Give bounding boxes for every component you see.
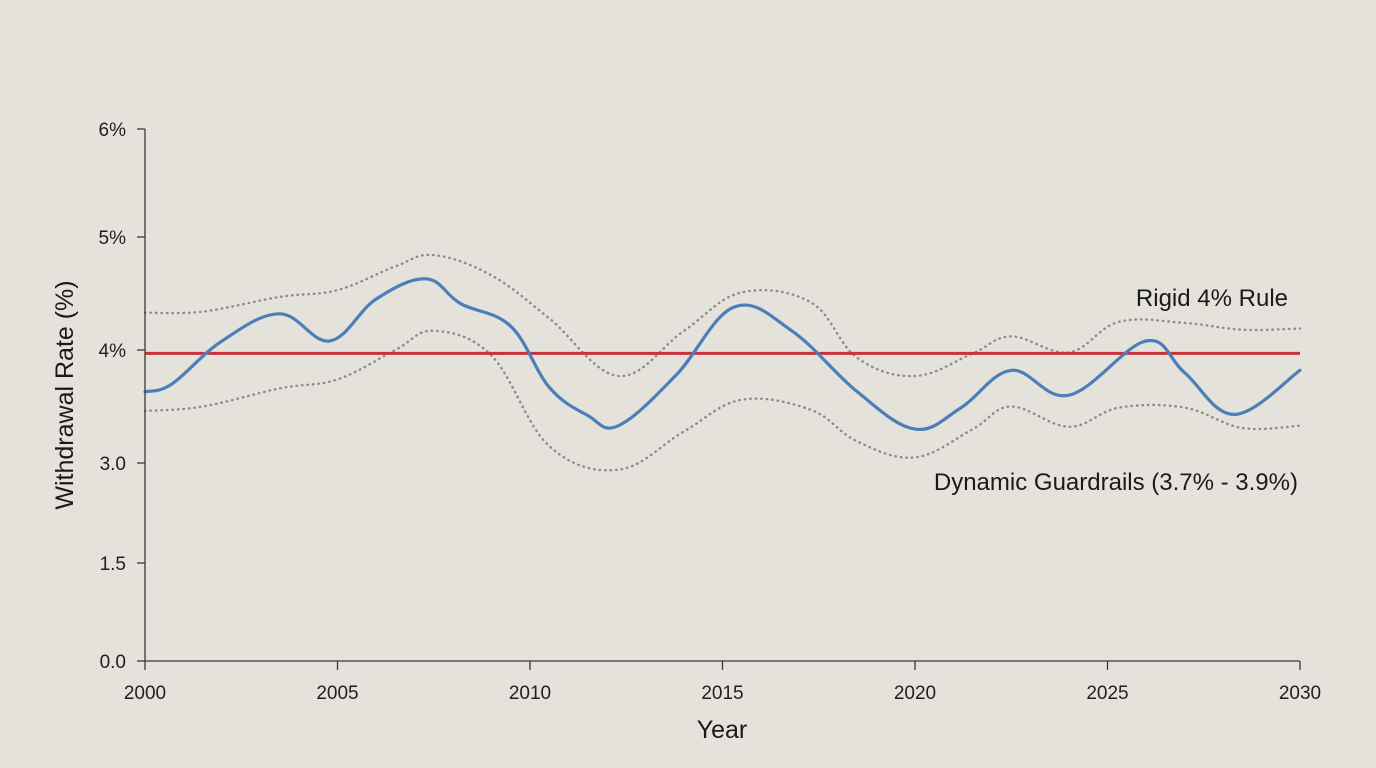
x-axis-title: Year <box>697 716 748 744</box>
x-tick-label: 2015 <box>701 683 743 704</box>
x-tick-label: 2005 <box>316 683 358 704</box>
rigid-rule-label: Rigid 4% Rule <box>1136 285 1288 312</box>
x-axis: 2000 2005 2010 2015 2020 2025 2030 <box>124 660 1321 704</box>
lower-series-line <box>143 329 1302 472</box>
x-tick-label: 2010 <box>509 683 551 704</box>
y-tick-label: 0.0 <box>100 652 126 673</box>
y-tick-label: 5% <box>99 228 127 249</box>
y-axis: 0.0 1.5 3.0 4% 5% 6% <box>99 120 146 673</box>
plot-area <box>143 253 1302 472</box>
x-tick-label: 2030 <box>1279 683 1321 704</box>
y-tick-label: 3.0 <box>100 454 126 475</box>
x-tick-label: 2000 <box>124 683 166 704</box>
x-tick-label: 2020 <box>894 683 936 704</box>
y-tick-label: 4% <box>99 341 127 362</box>
guardrails-label: Dynamic Guardrails (3.7% - 3.9%) <box>934 469 1298 496</box>
y-tick-label: 6% <box>99 120 127 141</box>
y-tick-label: 1.5 <box>100 554 126 575</box>
dynamic-series-line <box>143 277 1302 432</box>
y-axis-title: Withdrawal Rate (%) <box>51 280 79 509</box>
x-tick-label: 2025 <box>1086 683 1128 704</box>
